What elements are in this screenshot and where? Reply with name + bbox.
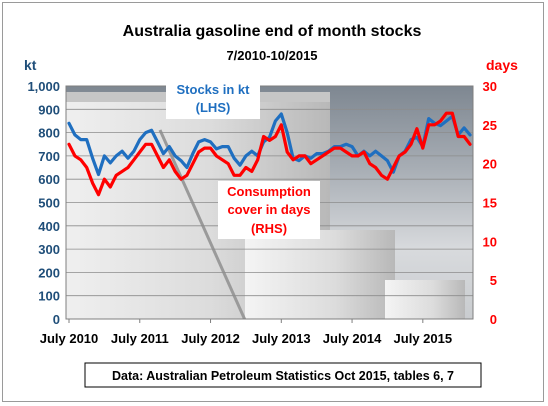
x-tick-label: July 2010 bbox=[40, 331, 99, 346]
x-axis-ticks: July 2010 July 2011 July 2012 July 2013 July… bbox=[40, 319, 452, 346]
left-tick-label: 300 bbox=[38, 242, 60, 257]
storage-tank-middle bbox=[245, 230, 395, 319]
x-tick-label: July 2015 bbox=[394, 331, 453, 346]
left-axis-unit: kt bbox=[24, 57, 37, 73]
x-tick-label: July 2012 bbox=[181, 331, 240, 346]
cover-label-line1: Consumption bbox=[227, 184, 311, 199]
left-tick-label: 1,000 bbox=[27, 79, 60, 94]
stocks-label-box bbox=[166, 79, 260, 119]
right-tick-label: 10 bbox=[483, 234, 497, 249]
gridlines bbox=[66, 85, 473, 297]
stocks-label-line1: Stocks in kt bbox=[177, 82, 251, 97]
left-tick-label: 0 bbox=[53, 312, 60, 327]
left-tick-label: 100 bbox=[38, 289, 60, 304]
right-tick-label: 25 bbox=[483, 118, 497, 133]
source-note-box bbox=[84, 362, 482, 388]
chart-subtitle: 7/2010-10/2015 bbox=[226, 48, 317, 63]
right-tick-label: 0 bbox=[490, 312, 497, 327]
right-tick-label: 15 bbox=[483, 196, 497, 211]
x-tick-label: July 2011 bbox=[111, 331, 169, 346]
cover-label-line3: (RHS) bbox=[251, 221, 287, 236]
x-tick-label: July 2013 bbox=[252, 331, 311, 346]
left-tick-label: 200 bbox=[38, 265, 60, 280]
cover-label-box bbox=[218, 181, 320, 239]
x-tick-label: July 2014 bbox=[323, 331, 382, 346]
left-tick-label: 700 bbox=[38, 149, 60, 164]
series-group bbox=[67, 111, 472, 197]
right-tick-label: 20 bbox=[483, 157, 497, 172]
right-tick-label: 5 bbox=[490, 273, 497, 288]
left-tick-label: 400 bbox=[38, 219, 60, 234]
cover-label-line2: cover in days bbox=[227, 202, 310, 217]
right-tick-label: 30 bbox=[483, 79, 497, 94]
right-axis-ticks: 0 5 10 15 20 25 30 bbox=[483, 79, 497, 327]
left-tick-label: 600 bbox=[38, 172, 60, 187]
left-axis-ticks: 0 100 200 300 400 500 600 700 800 900 1,000 bbox=[27, 79, 60, 327]
cover-series-line bbox=[67, 111, 472, 197]
plot-border bbox=[65, 85, 474, 320]
left-tick-label: 900 bbox=[38, 102, 60, 117]
right-axis-unit: days bbox=[486, 57, 518, 73]
chart-title: Australia gasoline end of month stocks bbox=[123, 23, 422, 40]
storage-tank-small bbox=[385, 280, 465, 319]
left-tick-label: 800 bbox=[38, 126, 60, 141]
source-note: Data: Australian Petroleum Statistics Oc… bbox=[112, 369, 454, 383]
stocks-label-line2: (LHS) bbox=[196, 100, 231, 115]
left-tick-label: 500 bbox=[38, 196, 60, 211]
